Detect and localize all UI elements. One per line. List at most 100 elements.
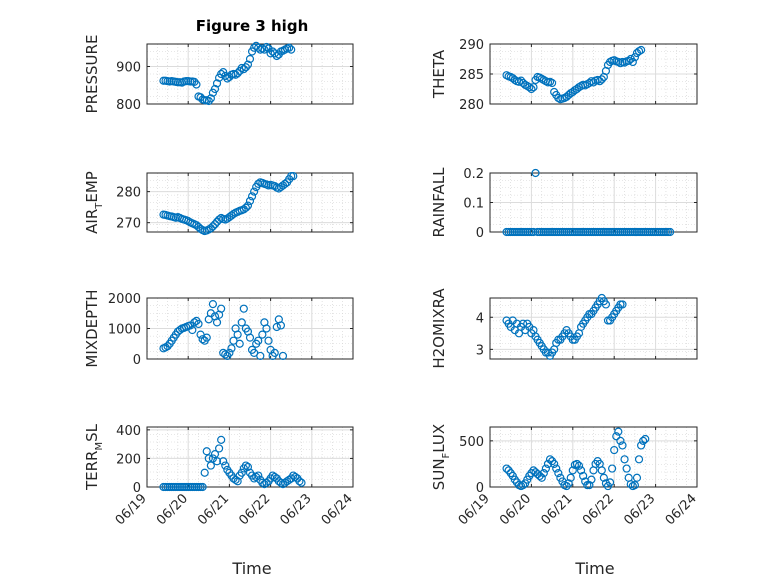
data-point: [634, 455, 644, 464]
data-point: [291, 472, 300, 482]
subplot-3: 270 280 AIRTEMP: [83, 171, 354, 236]
data-point: [610, 445, 619, 455]
data-point: [545, 455, 555, 464]
data-point: [252, 472, 261, 482]
data-point: [620, 455, 629, 464]
subplot-2: 280 285 290 THETA: [430, 38, 698, 113]
y-label-part: EMP: [83, 171, 101, 202]
data-point: [243, 201, 253, 210]
data-point: [285, 43, 294, 52]
data-point: [547, 78, 557, 88]
y-axis-label: SUNFLUX: [430, 424, 452, 490]
data-point: [527, 84, 536, 94]
axes-box: [146, 43, 354, 105]
data-point: [579, 471, 588, 481]
data-point: [280, 478, 290, 487]
data-point: [272, 322, 281, 332]
subplot-5: 0 1000 2000 MIXDEPTH: [83, 289, 354, 368]
y-tick-label: 0: [476, 481, 484, 496]
data-point: [587, 475, 596, 484]
data-point: [287, 45, 296, 54]
data-point: [541, 464, 550, 473]
data-point: [270, 181, 279, 191]
data-point: [245, 333, 255, 342]
data-point: [574, 461, 584, 470]
y-label-part: TERR: [83, 451, 101, 492]
y-axis-label: TERRMSL: [83, 423, 105, 491]
data-point: [221, 350, 230, 359]
data-point: [568, 466, 577, 475]
data-point: [535, 471, 544, 481]
y-label-subscript: T: [94, 202, 105, 210]
data-point: [270, 348, 279, 357]
y-label-part: AIR: [83, 209, 101, 234]
data-point: [278, 480, 288, 489]
data-point: [221, 71, 230, 80]
data-point: [212, 318, 222, 327]
y-tick-label: 2000: [108, 292, 141, 307]
data-point: [599, 473, 608, 482]
y-axis-label: PRESSURE: [83, 35, 101, 114]
data-point: [188, 325, 197, 335]
data-point: [297, 478, 306, 487]
data-point: [614, 427, 623, 436]
data-point: [245, 196, 255, 206]
data-point: [601, 300, 611, 309]
data-point: [190, 318, 199, 327]
data-point: [208, 300, 218, 309]
data-point: [241, 63, 250, 72]
data-point: [204, 454, 213, 463]
data-point: [250, 187, 259, 196]
data-point: [204, 96, 213, 106]
y-axis-label: AIRTEMP: [83, 171, 105, 234]
data-point: [616, 436, 625, 445]
y-tick-label: 285: [459, 68, 484, 83]
axes-box: [146, 426, 354, 488]
data-point: [566, 473, 575, 482]
data-point: [628, 57, 637, 67]
y-tick-label: 280: [459, 98, 484, 113]
data-point: [247, 192, 257, 201]
data-point: [192, 80, 201, 89]
data-point: [525, 83, 534, 92]
data-point: [597, 466, 606, 475]
data-point: [233, 330, 242, 339]
data-point: [200, 468, 209, 477]
data-point: [217, 435, 226, 444]
data-point: [256, 351, 265, 361]
data-point: [270, 472, 279, 482]
data-point: [219, 457, 228, 466]
data-point: [229, 209, 238, 219]
data-point: [237, 318, 246, 327]
y-tick-label: 280: [116, 186, 141, 201]
data-point: [210, 220, 220, 229]
y-tick-label: 0.2: [463, 167, 484, 182]
data-point: [258, 330, 267, 339]
data-point: [264, 336, 273, 345]
data-point: [190, 77, 199, 86]
data-point: [227, 211, 236, 220]
data-point: [262, 324, 271, 333]
subplot-6: 3 4 H2OMIXRA: [430, 288, 698, 369]
data-point: [241, 203, 250, 212]
data-point: [529, 227, 538, 237]
data-point: [202, 333, 211, 342]
data-point: [639, 436, 648, 445]
data-point: [550, 459, 559, 469]
data-point: [612, 432, 621, 441]
data-point: [632, 473, 642, 482]
y-tick-label: 0: [476, 226, 484, 241]
y-label-part: SL: [83, 423, 101, 442]
data-point: [554, 469, 563, 478]
subplot-grid: 800 900 PRESSURE 280 285 290 THETA 270 280 AIRTEM…: [83, 35, 700, 529]
data-point: [272, 51, 281, 61]
data-point: [208, 222, 218, 231]
data-point: [184, 217, 193, 226]
data-point: [280, 179, 290, 188]
data-point: [217, 69, 226, 79]
data-point: [215, 444, 224, 453]
data-point: [227, 344, 236, 353]
data-point: [231, 475, 240, 484]
axes-box: [489, 426, 698, 488]
